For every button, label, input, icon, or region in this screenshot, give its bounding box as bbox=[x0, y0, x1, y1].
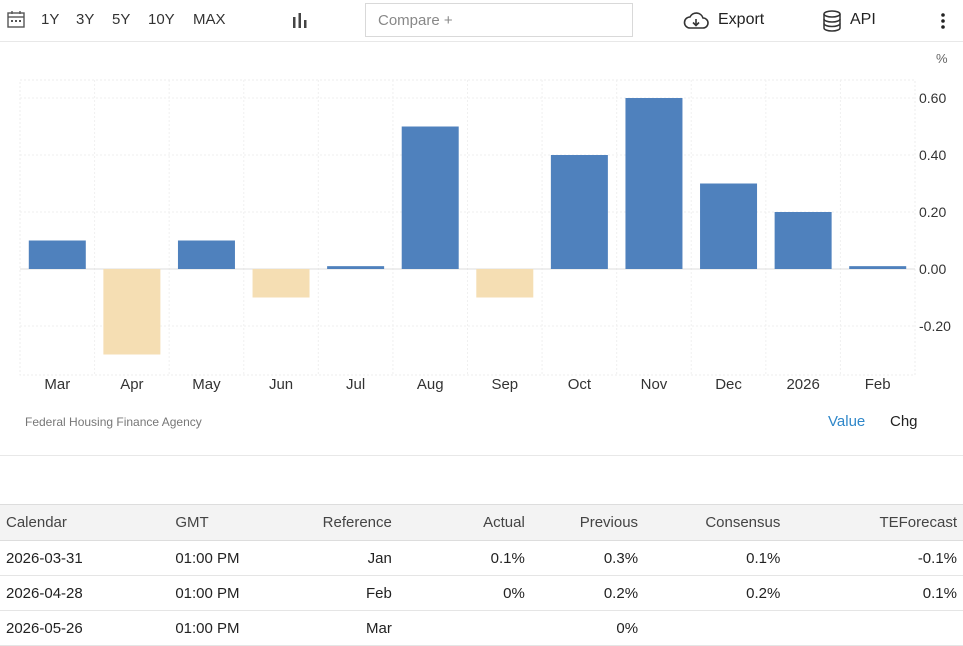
cell-previous: 0.3% bbox=[530, 540, 645, 576]
bar bbox=[177, 240, 235, 269]
cell-teforecast: -0.1% bbox=[786, 540, 963, 576]
calendar-icon[interactable] bbox=[7, 10, 25, 28]
cell-reference: Feb bbox=[293, 575, 398, 611]
cell-gmt: 01:00 PM bbox=[169, 540, 294, 576]
header-teforecast: TEForecast bbox=[786, 504, 963, 541]
x-tick-label: Dec bbox=[715, 376, 742, 393]
bar bbox=[401, 126, 459, 269]
header-gmt: GMT bbox=[169, 504, 294, 541]
y-tick-label: 0.60 bbox=[919, 90, 946, 106]
cell-consensus: 0.1% bbox=[644, 540, 787, 576]
x-tick-label: Aug bbox=[417, 376, 444, 393]
range-3y-button[interactable]: 3Y bbox=[76, 11, 95, 28]
y-tick-label: 0.40 bbox=[919, 147, 946, 163]
bar bbox=[550, 155, 608, 269]
y-tick-label: 0.00 bbox=[919, 261, 946, 277]
cell-actual: 0% bbox=[397, 575, 531, 611]
table-row: 2026-04-28 01:00 PM Feb 0% 0.2% 0.2% 0.1… bbox=[0, 575, 963, 611]
header-calendar: Calendar bbox=[0, 504, 170, 541]
cell-reference: Mar bbox=[293, 610, 398, 646]
bar bbox=[327, 266, 385, 269]
x-tick-label: Mar bbox=[44, 376, 70, 393]
compare-field[interactable] bbox=[365, 3, 633, 37]
cell-previous: 0.2% bbox=[530, 575, 645, 611]
header-reference: Reference bbox=[293, 504, 398, 541]
export-label: Export bbox=[718, 11, 765, 28]
cell-gmt: 01:00 PM bbox=[169, 575, 294, 611]
x-tick-label: Nov bbox=[641, 376, 668, 393]
cell-date: 2026-03-31 bbox=[0, 540, 170, 576]
source-label: Federal Housing Finance Agency bbox=[25, 415, 202, 429]
bar bbox=[476, 269, 534, 298]
cell-gmt: 01:00 PM bbox=[169, 610, 294, 646]
value-toggle[interactable]: Value bbox=[828, 413, 866, 430]
cell-teforecast: 0.1% bbox=[786, 575, 963, 611]
range-5y-button[interactable]: 5Y bbox=[112, 11, 131, 28]
bar bbox=[774, 212, 832, 269]
bar bbox=[103, 269, 161, 355]
bar bbox=[700, 183, 758, 269]
cloud-download-icon bbox=[683, 12, 709, 29]
calendar-table: Calendar GMT Reference Actual Previous C… bbox=[0, 504, 963, 646]
x-tick-label: Jun bbox=[269, 376, 293, 393]
x-tick-label: 2026 bbox=[786, 376, 819, 393]
change-toggle[interactable]: Chg bbox=[890, 413, 918, 430]
bar bbox=[252, 269, 310, 298]
x-tick-label: Feb bbox=[865, 376, 891, 393]
divider bbox=[0, 455, 963, 456]
table-row: 2026-03-31 01:00 PM Jan 0.1% 0.3% 0.1% -… bbox=[0, 540, 963, 576]
header-actual: Actual bbox=[397, 504, 531, 541]
range-1y-button[interactable]: 1Y bbox=[41, 11, 60, 28]
range-10y-button[interactable]: 10Y bbox=[148, 11, 175, 28]
x-tick-label: Jul bbox=[346, 376, 365, 393]
more-options-icon[interactable] bbox=[935, 11, 951, 31]
cell-actual: 0.1% bbox=[397, 540, 531, 576]
cell-teforecast bbox=[786, 610, 963, 646]
x-tick-label: Apr bbox=[120, 376, 143, 393]
cell-date: 2026-04-28 bbox=[0, 575, 170, 611]
table-row: 2026-05-26 01:00 PM Mar 0% bbox=[0, 610, 963, 646]
chart-toolbar: 1Y 3Y 5Y 10Y MAX Export API bbox=[0, 0, 963, 42]
x-tick-label: Sep bbox=[491, 376, 518, 393]
x-tick-label: Oct bbox=[568, 376, 592, 393]
chart-area: 0.60 0.40 0.20 0.00 -0.20% Mar Apr May Jun Jul Aug… bbox=[0, 42, 963, 402]
y-tick-label: -0.20 bbox=[919, 318, 951, 334]
cell-consensus bbox=[644, 610, 787, 646]
bar bbox=[28, 240, 86, 269]
header-consensus: Consensus bbox=[644, 504, 787, 541]
cell-reference: Jan bbox=[293, 540, 398, 576]
bar-chart: 0.60 0.40 0.20 0.00 -0.20% Mar Apr May Jun Jul Aug… bbox=[19, 51, 951, 393]
bar bbox=[625, 98, 683, 269]
compare-input[interactable] bbox=[376, 4, 630, 36]
x-tick-label: May bbox=[192, 376, 221, 393]
y-tick-label: 0.20 bbox=[919, 204, 946, 220]
plot-border bbox=[19, 79, 916, 376]
database-icon bbox=[823, 10, 841, 32]
header-previous: Previous bbox=[530, 504, 645, 541]
api-label: API bbox=[850, 11, 876, 28]
range-max-button[interactable]: MAX bbox=[193, 11, 226, 28]
cell-previous: 0% bbox=[530, 610, 645, 646]
cell-consensus: 0.2% bbox=[644, 575, 787, 611]
bar bbox=[849, 266, 907, 269]
table-header-row: Calendar GMT Reference Actual Previous C… bbox=[0, 504, 963, 541]
cell-actual bbox=[397, 610, 531, 646]
y-axis-unit: % bbox=[936, 51, 948, 66]
cell-date: 2026-05-26 bbox=[0, 610, 170, 646]
chart-type-icon[interactable] bbox=[291, 11, 309, 29]
